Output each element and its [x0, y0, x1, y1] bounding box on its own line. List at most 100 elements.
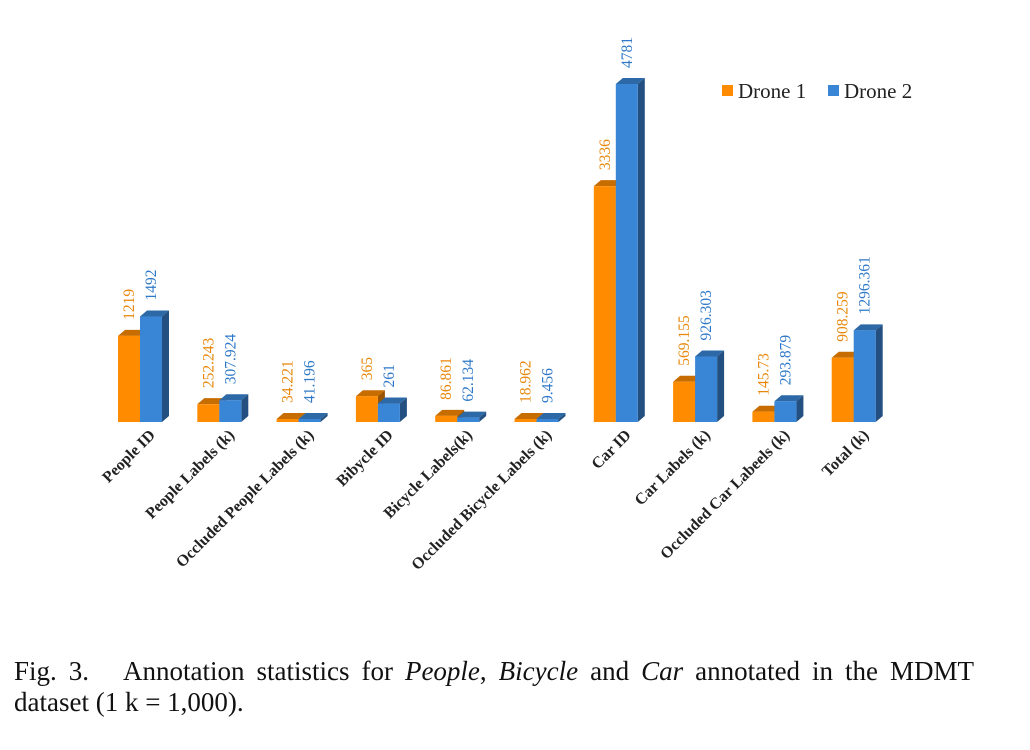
bar-side — [479, 411, 487, 422]
legend-swatch — [722, 85, 733, 96]
bar — [140, 310, 169, 422]
bar-front — [695, 356, 718, 422]
bar-top — [752, 405, 782, 412]
value-label: 4781 — [619, 37, 636, 68]
category-label: Total (k) — [819, 427, 872, 480]
legend: Drone 1 Drone 2 — [722, 79, 912, 103]
bar-top — [695, 350, 725, 357]
category-label: Occluded Bicycle Labels (k) — [408, 427, 555, 574]
bar — [457, 411, 487, 422]
bar-side — [162, 310, 169, 422]
caption-text: Annotation statistics for People, Bicycl… — [14, 656, 974, 717]
bar-front — [536, 419, 559, 422]
legend-item: Drone 1 — [722, 79, 806, 103]
bar — [377, 397, 407, 422]
bar-front — [457, 417, 480, 422]
bar-top — [536, 413, 566, 419]
bar-top — [673, 375, 703, 382]
category-label: Occluded Car Labeels (k) — [657, 427, 793, 563]
bar-top — [276, 413, 306, 419]
bar-front — [752, 411, 775, 422]
bar-side — [320, 413, 328, 422]
value-labels-layer: 1219 1492 252.243 307.924 34.221 41.196 365 261… — [121, 37, 874, 403]
legend-label: Drone 1 — [738, 79, 806, 103]
bar-front — [514, 419, 537, 422]
bar-front — [140, 316, 162, 422]
bar-front — [673, 381, 696, 422]
bar-side — [875, 324, 883, 422]
bar-top — [831, 351, 861, 358]
bar-front — [276, 419, 299, 422]
bar-top — [514, 413, 544, 419]
bar — [219, 394, 249, 422]
caption-part: Car — [641, 656, 684, 686]
value-label: 41.196 — [302, 360, 319, 403]
bar-front — [853, 330, 876, 422]
bar-front — [615, 84, 638, 422]
value-label: 926.303 — [698, 290, 715, 341]
bar-front — [118, 335, 140, 422]
legend-label: Drone 2 — [844, 79, 912, 103]
value-label: 34.221 — [280, 360, 297, 403]
value-label: 9.456 — [540, 368, 557, 403]
bar-top — [377, 397, 407, 404]
caption-part: annotated in the MDMT dataset (1 k = 1,0… — [14, 656, 975, 717]
bar — [298, 413, 328, 422]
bar-top — [298, 413, 328, 419]
bar-side — [637, 78, 645, 422]
value-label: 62.134 — [460, 359, 477, 402]
bar — [853, 324, 883, 422]
bar-front — [593, 186, 616, 422]
bar-top — [118, 329, 147, 336]
bar-top — [853, 324, 883, 331]
value-label: 365 — [359, 357, 376, 381]
category-label: Occluded People Labels (k) — [173, 427, 317, 571]
value-label: 1296.361 — [857, 256, 874, 314]
bar-front — [435, 415, 458, 422]
bar-chart: 1219 1492 252.243 307.924 34.221 41.196 365 261… — [99, 37, 912, 574]
bar-side — [796, 395, 804, 422]
category-label: Bibycle ID — [333, 427, 396, 490]
category-label: People ID — [99, 427, 158, 486]
bar — [615, 78, 645, 422]
caption-part: and — [578, 656, 642, 686]
legend-item: Drone 2 — [828, 79, 912, 103]
caption-part: Annotation statistics for — [123, 656, 405, 686]
bar-top — [197, 398, 227, 405]
bar-side — [558, 413, 566, 422]
bar — [695, 350, 725, 422]
caption-part: , — [479, 656, 499, 686]
bar-top — [774, 395, 804, 402]
bar-front — [219, 400, 242, 422]
value-label: 3336 — [597, 139, 614, 170]
bar — [774, 395, 804, 422]
bar-front — [355, 396, 378, 422]
bar-front — [298, 419, 321, 422]
category-label: Car ID — [589, 427, 635, 473]
legend-swatch — [828, 85, 839, 96]
caption-part: Bicycle — [498, 656, 579, 686]
bar-top — [457, 411, 487, 418]
caption-figure-number: Fig. 3. — [14, 656, 90, 686]
category-label: Car Labels (k) — [632, 427, 714, 509]
value-label: 293.879 — [777, 335, 794, 386]
bars-layer — [118, 78, 883, 422]
value-label: 18.962 — [518, 360, 535, 403]
value-label: 1219 — [121, 289, 138, 320]
value-label: 569.155 — [676, 315, 693, 366]
bar-top — [593, 180, 623, 187]
bar-front — [831, 357, 854, 422]
bar-top — [615, 78, 645, 84]
bar-top — [140, 310, 169, 317]
bar-side — [241, 394, 249, 422]
value-label: 261 — [381, 364, 398, 387]
bar-top — [219, 394, 249, 401]
bar-top — [435, 409, 465, 416]
bar — [536, 413, 566, 422]
value-label: 86.861 — [438, 357, 455, 400]
bar-front — [197, 404, 220, 422]
bar-front — [377, 403, 400, 422]
bar-side — [717, 350, 725, 422]
value-label: 252.243 — [200, 338, 217, 389]
value-label: 307.924 — [222, 334, 239, 385]
